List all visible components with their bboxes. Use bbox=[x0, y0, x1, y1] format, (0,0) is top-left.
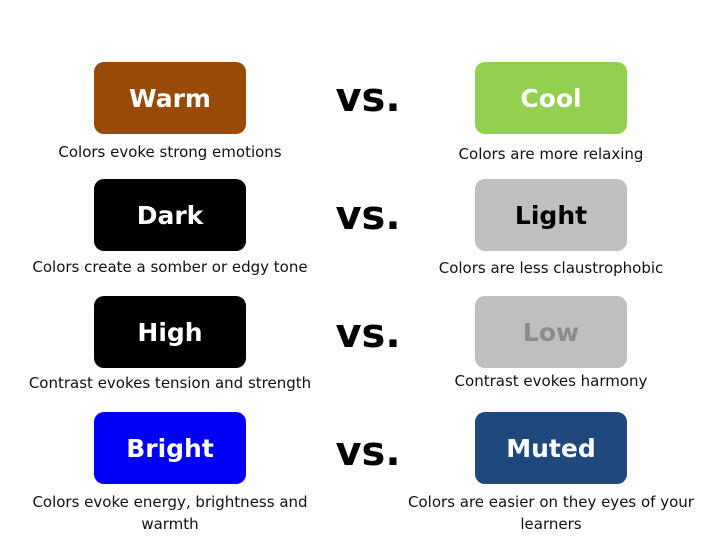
muted-label-box: Muted bbox=[475, 412, 627, 484]
bright-caption: Colors evoke energy, brightness and warm… bbox=[32, 493, 308, 533]
dark-caption: Colors create a somber or edgy tone bbox=[32, 258, 308, 276]
cool-caption: Colors are more relaxing bbox=[458, 145, 644, 163]
low-caption: Contrast evokes harmony bbox=[454, 372, 648, 390]
high-label-box: High bbox=[94, 296, 246, 368]
vs-text: vs. bbox=[335, 311, 401, 357]
warm-label-box: Warm bbox=[94, 62, 246, 134]
light-label-box: Light bbox=[475, 179, 627, 251]
cool-label-box: Cool bbox=[475, 62, 627, 134]
high-caption: Contrast evokes tension and strength bbox=[28, 374, 312, 392]
vs-text: vs. bbox=[335, 193, 401, 239]
warm-caption: Colors evoke strong emotions bbox=[58, 143, 282, 161]
vs-text: vs. bbox=[335, 429, 401, 475]
dark-label-box: Dark bbox=[94, 179, 246, 251]
light-caption: Colors are less claustrophobic bbox=[438, 259, 664, 277]
vs-text: vs. bbox=[335, 75, 401, 121]
low-label-box: Low bbox=[475, 296, 627, 368]
muted-caption: Colors are easier on they eyes of your l… bbox=[408, 493, 694, 533]
bright-label-box: Bright bbox=[94, 412, 246, 484]
